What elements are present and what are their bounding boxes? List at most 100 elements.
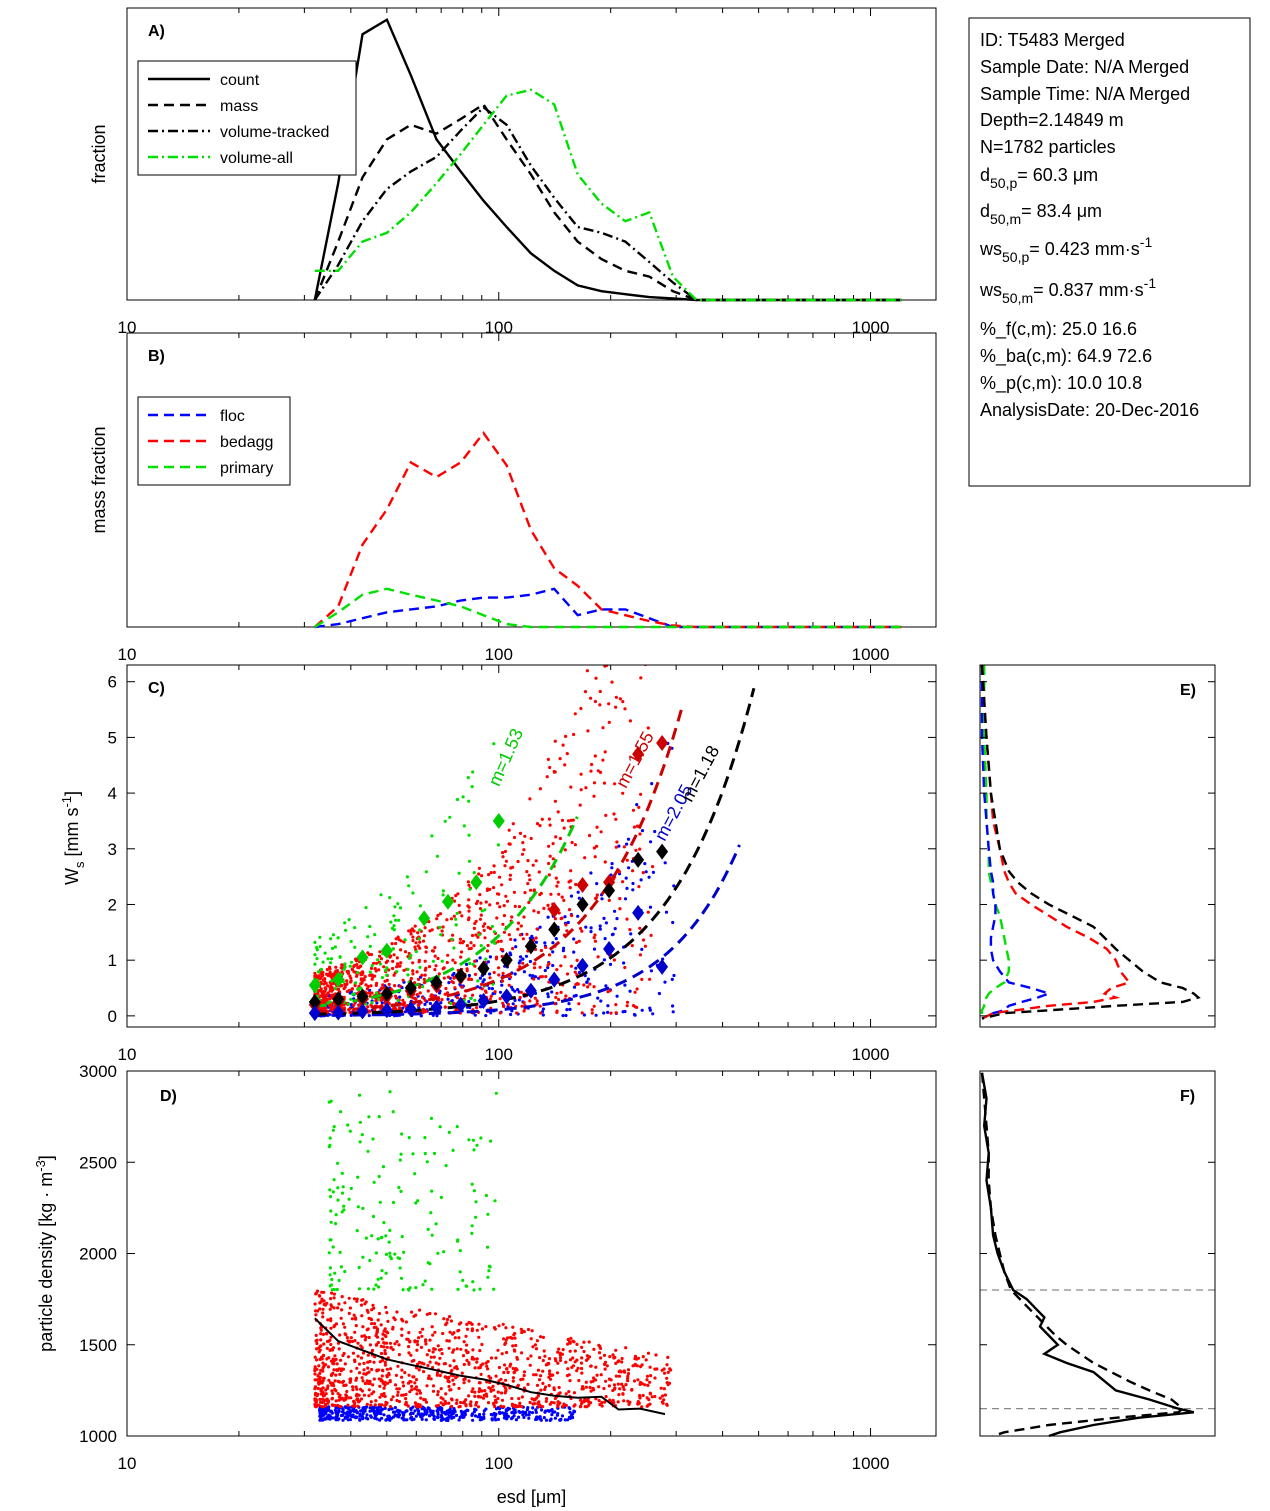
- scatter-point: [366, 1287, 370, 1291]
- scatter-point: [632, 1012, 637, 1017]
- scatter-point: [427, 1374, 431, 1378]
- scatter-point: [350, 987, 354, 991]
- scatter-point: [665, 1381, 669, 1385]
- scatter-point: [481, 1396, 486, 1400]
- scatter-point: [598, 770, 603, 775]
- scatter-point: [610, 933, 615, 937]
- scatter-bedagg: [313, 1289, 673, 1409]
- scatter-point: [319, 1381, 323, 1385]
- scatter-point: [357, 1287, 362, 1291]
- scatter-point: [562, 826, 566, 830]
- scatter-point: [494, 1407, 499, 1411]
- scatter-point: [513, 1403, 517, 1407]
- scatter-point: [474, 933, 478, 937]
- scatter-point: [543, 1354, 547, 1358]
- scatter-point: [516, 859, 520, 864]
- scatter-point: [502, 1004, 506, 1009]
- scatter-point: [454, 1413, 459, 1417]
- scatter-point: [325, 972, 329, 976]
- scatter-point: [436, 1393, 440, 1397]
- scatter-point: [396, 998, 400, 1003]
- scatter-point: [666, 1355, 670, 1359]
- scatter-point: [437, 1362, 441, 1366]
- scatter-point: [473, 921, 477, 926]
- scatter-point: [313, 973, 317, 977]
- scatter-point: [614, 1011, 618, 1015]
- scatter-point: [385, 1345, 389, 1349]
- scatter-point: [494, 1418, 498, 1422]
- scatter-point: [452, 1002, 456, 1006]
- scatter-point: [580, 1366, 584, 1371]
- scatter-point: [553, 1416, 558, 1420]
- scatter-point: [329, 993, 333, 997]
- scatter-point: [501, 971, 505, 976]
- scatter-point: [441, 893, 445, 897]
- scatter-point: [467, 977, 471, 982]
- scatter-point: [535, 999, 539, 1003]
- scatter-point: [522, 1001, 526, 1005]
- scatter-point: [361, 1411, 365, 1416]
- scatter-point: [344, 1415, 348, 1419]
- scatter-point: [503, 864, 507, 868]
- scatter-point: [519, 924, 523, 928]
- scatter-point: [456, 1238, 460, 1242]
- scatter-point: [409, 1353, 413, 1357]
- scatter-point: [506, 1370, 510, 1374]
- scatter-point: [663, 980, 667, 984]
- scatter-point: [333, 1379, 337, 1383]
- scatter-point: [439, 933, 443, 937]
- scatter-point: [331, 1190, 335, 1194]
- scatter-point: [579, 1404, 583, 1408]
- scatter-point: [377, 1115, 381, 1119]
- scatter-point: [459, 1400, 463, 1405]
- info-sub: 50,p: [990, 175, 1017, 191]
- scatter-point: [483, 1389, 487, 1393]
- scatter-point: [492, 1326, 497, 1330]
- scatter-point: [432, 1355, 436, 1359]
- scatter-point: [401, 1288, 405, 1292]
- scatter-point: [415, 1392, 419, 1396]
- scatter-point: [389, 1345, 393, 1349]
- x-tick-label: 10: [118, 1045, 137, 1064]
- scatter-point: [513, 1336, 517, 1340]
- scatter-point: [399, 1276, 404, 1280]
- scatter-point: [384, 1305, 388, 1309]
- scatter-point: [516, 988, 520, 992]
- scatter-point: [443, 992, 447, 996]
- scatter-point: [338, 1393, 342, 1397]
- scatter-point: [481, 924, 485, 928]
- scatter-point: [401, 1384, 406, 1388]
- y-label-sub: s: [72, 861, 87, 868]
- scatter-point: [487, 1269, 491, 1273]
- scatter-point: [664, 910, 669, 914]
- scatter-point: [386, 1319, 390, 1323]
- info-line: %_p(c,m): 10.0 10.8: [980, 373, 1142, 394]
- scatter-point: [472, 926, 476, 931]
- scatter-point: [320, 974, 324, 978]
- scatter-point: [375, 1368, 379, 1372]
- scatter-point: [478, 893, 482, 897]
- series-line-bedagg: [314, 430, 902, 629]
- scatter-point: [600, 1401, 604, 1405]
- scatter-point: [526, 882, 530, 886]
- scatter-point: [632, 1379, 637, 1383]
- scatter-point: [609, 1011, 613, 1015]
- scatter-point: [340, 1191, 345, 1195]
- scatter-point: [370, 1008, 374, 1012]
- scatter-point: [486, 1367, 490, 1371]
- scatter-point: [638, 926, 642, 930]
- y-axis-label: fraction: [89, 124, 109, 183]
- scatter-point: [435, 1415, 440, 1419]
- scatter-point: [430, 1189, 434, 1193]
- binned-mean-marker: [380, 942, 393, 959]
- scatter-point: [343, 1362, 347, 1366]
- scatter-point: [599, 999, 603, 1003]
- scatter-point: [450, 1416, 454, 1420]
- scatter-point: [373, 1412, 377, 1416]
- scatter-point: [434, 1222, 438, 1226]
- scatter-point: [360, 1346, 364, 1350]
- scatter-point: [326, 991, 330, 995]
- scatter-point: [318, 1371, 322, 1375]
- scatter-point: [442, 966, 446, 970]
- scatter-point: [458, 1249, 462, 1253]
